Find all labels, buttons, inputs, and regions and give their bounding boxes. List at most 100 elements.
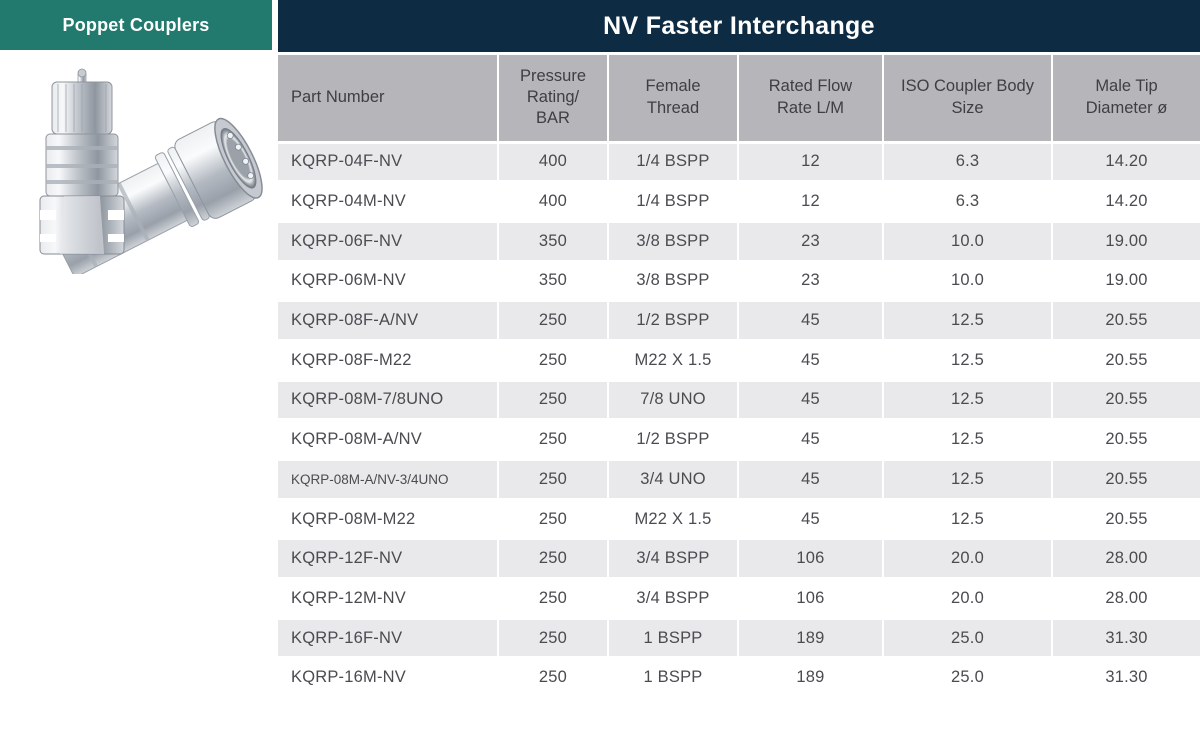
cell-iso: 6.3: [883, 181, 1053, 223]
cell-thread: 3/8 BSPP: [608, 261, 739, 303]
table-row: KQRP-08M-A/NV 250 1/2 BSPP 45 12.5 20.55: [278, 419, 1200, 461]
header-row: Part Number Pressure Rating/ BAR Female Th…: [278, 55, 1200, 144]
cell-pressure: 400: [498, 142, 609, 184]
cell-part_number: KQRP-04F-NV: [278, 142, 499, 184]
table-row: KQRP-16F-NV 250 1 BSPP 189 25.0 31.30: [278, 618, 1200, 660]
content-panel: NV Faster Interchange Part Number Pressur…: [278, 0, 1200, 700]
left-panel: Poppet Couplers: [0, 0, 272, 699]
cell-part_number: KQRP-08M-7/8UNO: [278, 380, 499, 422]
cell-tip: 31.30: [1052, 657, 1200, 700]
cell-flow: 12: [738, 181, 884, 223]
cell-pressure: 250: [498, 340, 609, 382]
cell-iso: 12.5: [883, 459, 1053, 501]
cell-pressure: 250: [498, 459, 609, 501]
cell-tip: 20.55: [1052, 499, 1200, 541]
cell-part_number: KQRP-08M-A/NV: [278, 419, 499, 461]
panel-divider: [272, 0, 278, 700]
product-image-wrap: [0, 50, 272, 274]
cell-thread: 7/8 UNO: [608, 380, 739, 422]
cell-iso: 12.5: [883, 380, 1053, 422]
cell-part_number: KQRP-08F-A/NV: [278, 300, 499, 342]
table-row: KQRP-04F-NV 400 1/4 BSPP 12 6.3 14.20: [278, 142, 1200, 184]
cell-flow: 106: [738, 578, 884, 620]
cell-flow: 45: [738, 300, 884, 342]
cell-tip: 19.00: [1052, 261, 1200, 303]
cell-pressure: 250: [498, 419, 609, 461]
cell-part_number: KQRP-04M-NV: [278, 181, 499, 223]
table-row: KQRP-16M-NV 250 1 BSPP 189 25.0 31.30: [278, 657, 1200, 700]
cell-part_number: KQRP-08M-A/NV-3/4UNO: [278, 459, 499, 501]
cell-flow: 45: [738, 499, 884, 541]
cell-flow: 45: [738, 419, 884, 461]
cell-part_number: KQRP-06F-NV: [278, 221, 499, 263]
table-row: KQRP-06M-NV 350 3/8 BSPP 23 10.0 19.00: [278, 261, 1200, 303]
cell-iso: 10.0: [883, 261, 1053, 303]
table-row: KQRP-08F-A/NV 250 1/2 BSPP 45 12.5 20.55: [278, 300, 1200, 342]
table-row: KQRP-12F-NV 250 3/4 BSPP 106 20.0 28.00: [278, 538, 1200, 581]
cell-iso: 12.5: [883, 340, 1053, 382]
spec-table-wrap: Part Number Pressure Rating/ BAR Female Th…: [278, 55, 1200, 700]
cell-pressure: 250: [498, 657, 609, 700]
cell-flow: 106: [738, 538, 884, 581]
cell-thread: M22 X 1.5: [608, 499, 739, 541]
cell-part_number: KQRP-16M-NV: [278, 657, 499, 700]
cell-thread: 1 BSPP: [608, 657, 739, 700]
column-header-2: Female Thread: [608, 55, 739, 144]
cell-iso: 20.0: [883, 538, 1053, 581]
cell-thread: 3/4 BSPP: [608, 578, 739, 620]
cell-thread: 1/4 BSPP: [608, 142, 739, 184]
table-row: KQRP-06F-NV 350 3/8 BSPP 23 10.0 19.00: [278, 221, 1200, 263]
cell-flow: 23: [738, 221, 884, 263]
cell-flow: 45: [738, 459, 884, 501]
cell-pressure: 250: [498, 380, 609, 422]
cell-thread: 1/4 BSPP: [608, 181, 739, 223]
cell-iso: 10.0: [883, 221, 1053, 263]
cell-iso: 25.0: [883, 618, 1053, 660]
cell-tip: 20.55: [1052, 380, 1200, 422]
cell-tip: 14.20: [1052, 142, 1200, 184]
column-header-5: Male Tip Diameter ø: [1052, 55, 1200, 144]
cell-flow: 45: [738, 340, 884, 382]
cell-flow: 189: [738, 657, 884, 700]
spec-table-body: KQRP-04F-NV 400 1/4 BSPP 12 6.3 14.20 KQRP-04M…: [278, 142, 1200, 700]
cell-iso: 12.5: [883, 300, 1053, 342]
cell-thread: M22 X 1.5: [608, 340, 739, 382]
cell-thread: 3/8 BSPP: [608, 221, 739, 263]
table-row: KQRP-12M-NV 250 3/4 BSPP 106 20.0 28.00: [278, 578, 1200, 620]
table-row: KQRP-04M-NV 400 1/4 BSPP 12 6.3 14.20: [278, 181, 1200, 223]
cell-tip: 20.55: [1052, 300, 1200, 342]
cell-pressure: 250: [498, 538, 609, 581]
cell-flow: 23: [738, 261, 884, 303]
cell-part_number: KQRP-08M-M22: [278, 499, 499, 541]
cell-tip: 19.00: [1052, 221, 1200, 263]
page-title: NV Faster Interchange: [603, 11, 875, 40]
cell-pressure: 250: [498, 578, 609, 620]
cell-thread: 3/4 UNO: [608, 459, 739, 501]
cell-tip: 28.00: [1052, 578, 1200, 620]
cell-thread: 1/2 BSPP: [608, 300, 739, 342]
cell-pressure: 250: [498, 618, 609, 660]
cell-pressure: 350: [498, 221, 609, 263]
cell-part_number: KQRP-08F-M22: [278, 340, 499, 382]
cell-flow: 189: [738, 618, 884, 660]
category-tab: Poppet Couplers: [0, 0, 272, 50]
product-image: [39, 68, 263, 274]
cell-pressure: 250: [498, 499, 609, 541]
table-row: KQRP-08M-A/NV-3/4UNO 250 3/4 UNO 45 12.5 20.5…: [278, 459, 1200, 501]
table-row: KQRP-08F-M22 250 M22 X 1.5 45 12.5 20.55: [278, 340, 1200, 382]
category-tab-label: Poppet Couplers: [62, 14, 210, 35]
cell-pressure: 400: [498, 181, 609, 223]
cell-part_number: KQRP-12M-NV: [278, 578, 499, 620]
cell-part_number: KQRP-16F-NV: [278, 618, 499, 660]
page-root: Poppet Couplers: [0, 0, 1200, 700]
cell-pressure: 250: [498, 300, 609, 342]
male-plug: [39, 68, 125, 255]
column-header-0: Part Number: [278, 55, 499, 144]
cell-thread: 3/4 BSPP: [608, 538, 739, 581]
cell-iso: 25.0: [883, 657, 1053, 700]
cell-iso: 20.0: [883, 578, 1053, 620]
page-title-bar: NV Faster Interchange: [278, 0, 1200, 52]
cell-tip: 28.00: [1052, 538, 1200, 581]
column-header-3: Rated Flow Rate L/M: [738, 55, 884, 144]
cell-tip: 14.20: [1052, 181, 1200, 223]
